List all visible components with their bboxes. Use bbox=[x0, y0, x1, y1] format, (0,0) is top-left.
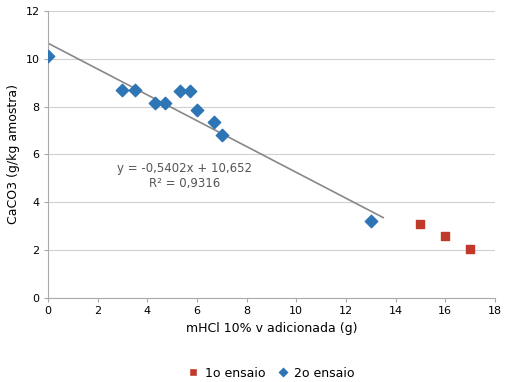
2o ensaio bbox=[185, 88, 193, 94]
2o ensaio bbox=[44, 53, 52, 60]
1o ensaio bbox=[441, 233, 449, 239]
2o ensaio bbox=[193, 107, 201, 113]
2o ensaio bbox=[218, 132, 226, 138]
1o ensaio bbox=[466, 246, 474, 252]
2o ensaio bbox=[151, 100, 159, 106]
2o ensaio bbox=[367, 219, 375, 225]
2o ensaio bbox=[131, 87, 139, 93]
Text: y = -0,5402x + 10,652
R² = 0,9316: y = -0,5402x + 10,652 R² = 0,9316 bbox=[117, 162, 252, 190]
2o ensaio bbox=[119, 87, 127, 93]
2o ensaio bbox=[161, 100, 169, 106]
X-axis label: mHCl 10% v adicionada (g): mHCl 10% v adicionada (g) bbox=[186, 322, 357, 335]
2o ensaio bbox=[210, 119, 218, 125]
1o ensaio bbox=[416, 221, 425, 227]
2o ensaio bbox=[176, 88, 184, 94]
Y-axis label: CaCO3 (g/kg amostra): CaCO3 (g/kg amostra) bbox=[7, 84, 20, 225]
Legend: 1o ensaio, 2o ensaio: 1o ensaio, 2o ensaio bbox=[183, 362, 359, 382]
